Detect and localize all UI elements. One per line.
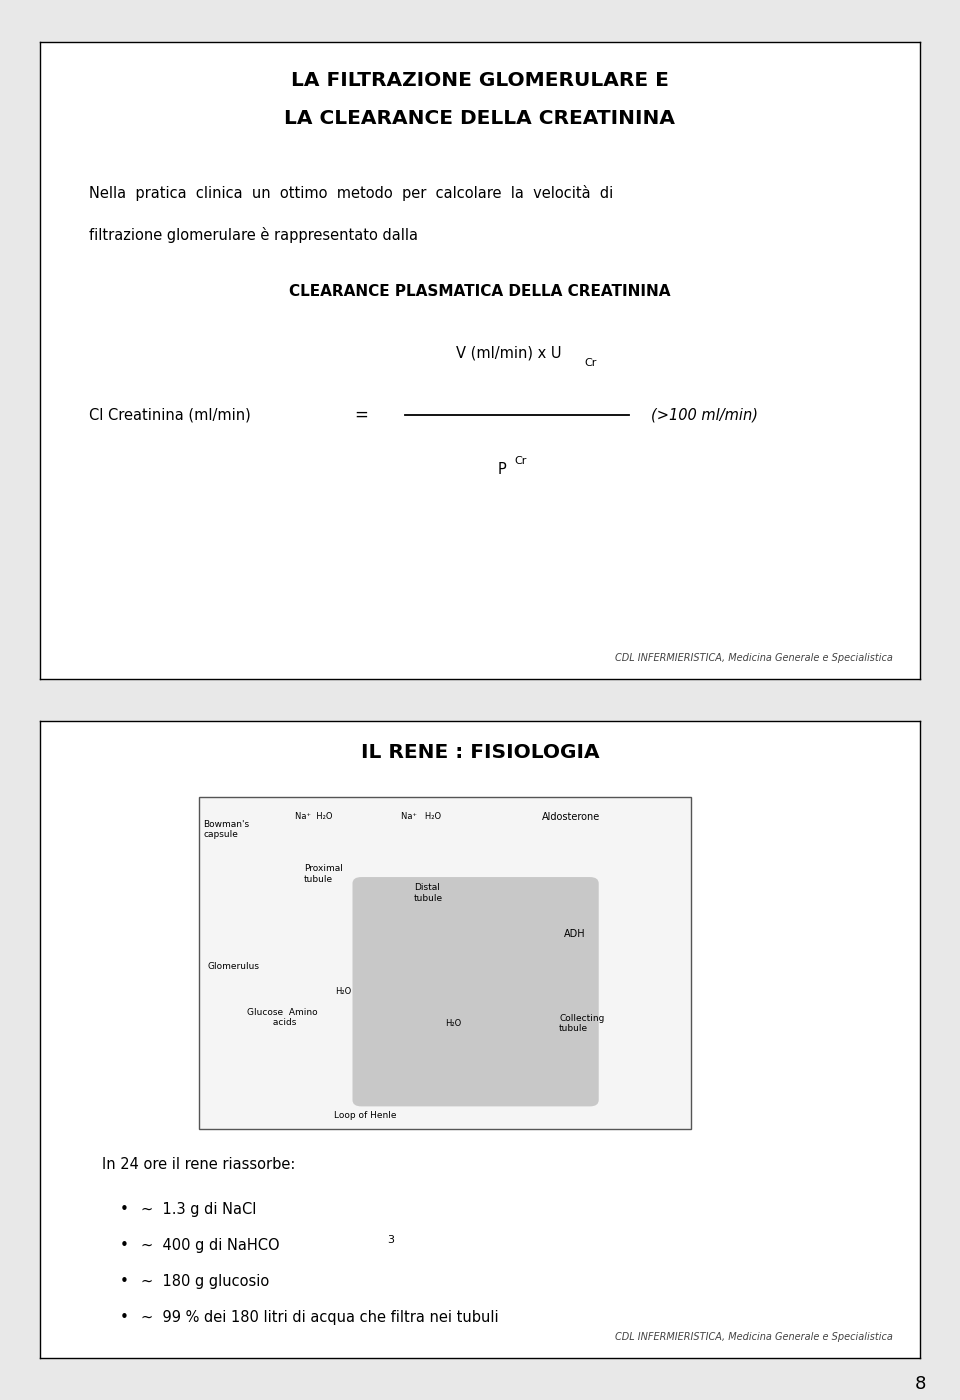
Text: Aldosterone: Aldosterone — [541, 812, 600, 822]
Text: Cr: Cr — [515, 456, 527, 466]
Text: H₂O: H₂O — [335, 987, 351, 997]
Text: ~  1.3 g di NaCl: ~ 1.3 g di NaCl — [141, 1203, 257, 1217]
Text: IL RENE : FISIOLOGIA: IL RENE : FISIOLOGIA — [361, 743, 599, 762]
Text: •: • — [119, 1238, 129, 1253]
Text: In 24 ore il rene riassorbe:: In 24 ore il rene riassorbe: — [102, 1158, 296, 1172]
Text: P: P — [497, 462, 506, 477]
Text: H₂O: H₂O — [444, 1019, 461, 1028]
Text: (>100 ml/min): (>100 ml/min) — [652, 407, 758, 423]
Text: filtrazione glomerulare è rappresentato dalla: filtrazione glomerulare è rappresentato … — [88, 227, 418, 242]
Text: 3: 3 — [388, 1235, 395, 1245]
Text: •: • — [119, 1310, 129, 1326]
Text: ~  99 % dei 180 litri di acqua che filtra nei tubuli: ~ 99 % dei 180 litri di acqua che filtra… — [141, 1310, 499, 1326]
Text: V (ml/min) x U: V (ml/min) x U — [456, 346, 562, 360]
Text: Glucose  Amino
         acids: Glucose Amino acids — [247, 1008, 318, 1028]
Text: 8: 8 — [915, 1375, 926, 1393]
Text: Loop of Henle: Loop of Henle — [334, 1112, 396, 1120]
Text: •: • — [119, 1274, 129, 1289]
Text: CDL INFERMIERISTICA, Medicina Generale e Specialistica: CDL INFERMIERISTICA, Medicina Generale e… — [615, 1331, 894, 1343]
FancyBboxPatch shape — [352, 876, 599, 1106]
Text: ADH: ADH — [564, 930, 586, 939]
Text: CLEARANCE PLASMATICA DELLA CREATININA: CLEARANCE PLASMATICA DELLA CREATININA — [289, 284, 671, 300]
Text: Glomerulus: Glomerulus — [207, 962, 259, 970]
Text: Distal
tubule: Distal tubule — [414, 883, 444, 903]
Text: Na⁺  H₂O: Na⁺ H₂O — [296, 812, 333, 820]
Bar — [199, 798, 691, 1128]
Text: Collecting
tubule: Collecting tubule — [559, 1014, 605, 1033]
Text: Bowman's
capsule: Bowman's capsule — [203, 819, 250, 839]
Text: LA FILTRAZIONE GLOMERULARE E: LA FILTRAZIONE GLOMERULARE E — [291, 70, 669, 90]
Text: Na⁺   H₂O: Na⁺ H₂O — [401, 812, 441, 820]
Text: Proximal
tubule: Proximal tubule — [304, 864, 343, 883]
Text: Cl Creatinina (ml/min): Cl Creatinina (ml/min) — [88, 407, 251, 423]
Text: •: • — [119, 1203, 129, 1217]
Text: CDL INFERMIERISTICA, Medicina Generale e Specialistica: CDL INFERMIERISTICA, Medicina Generale e… — [615, 652, 894, 664]
Text: Cr: Cr — [585, 358, 596, 368]
Text: Nella  pratica  clinica  un  ottimo  metodo  per  calcolare  la  velocità  di: Nella pratica clinica un ottimo metodo p… — [88, 185, 612, 202]
Text: LA CLEARANCE DELLA CREATININA: LA CLEARANCE DELLA CREATININA — [284, 109, 676, 127]
Text: ~  400 g di NaHCO: ~ 400 g di NaHCO — [141, 1238, 280, 1253]
Text: ~  180 g glucosio: ~ 180 g glucosio — [141, 1274, 270, 1289]
Text: =: = — [354, 406, 369, 424]
